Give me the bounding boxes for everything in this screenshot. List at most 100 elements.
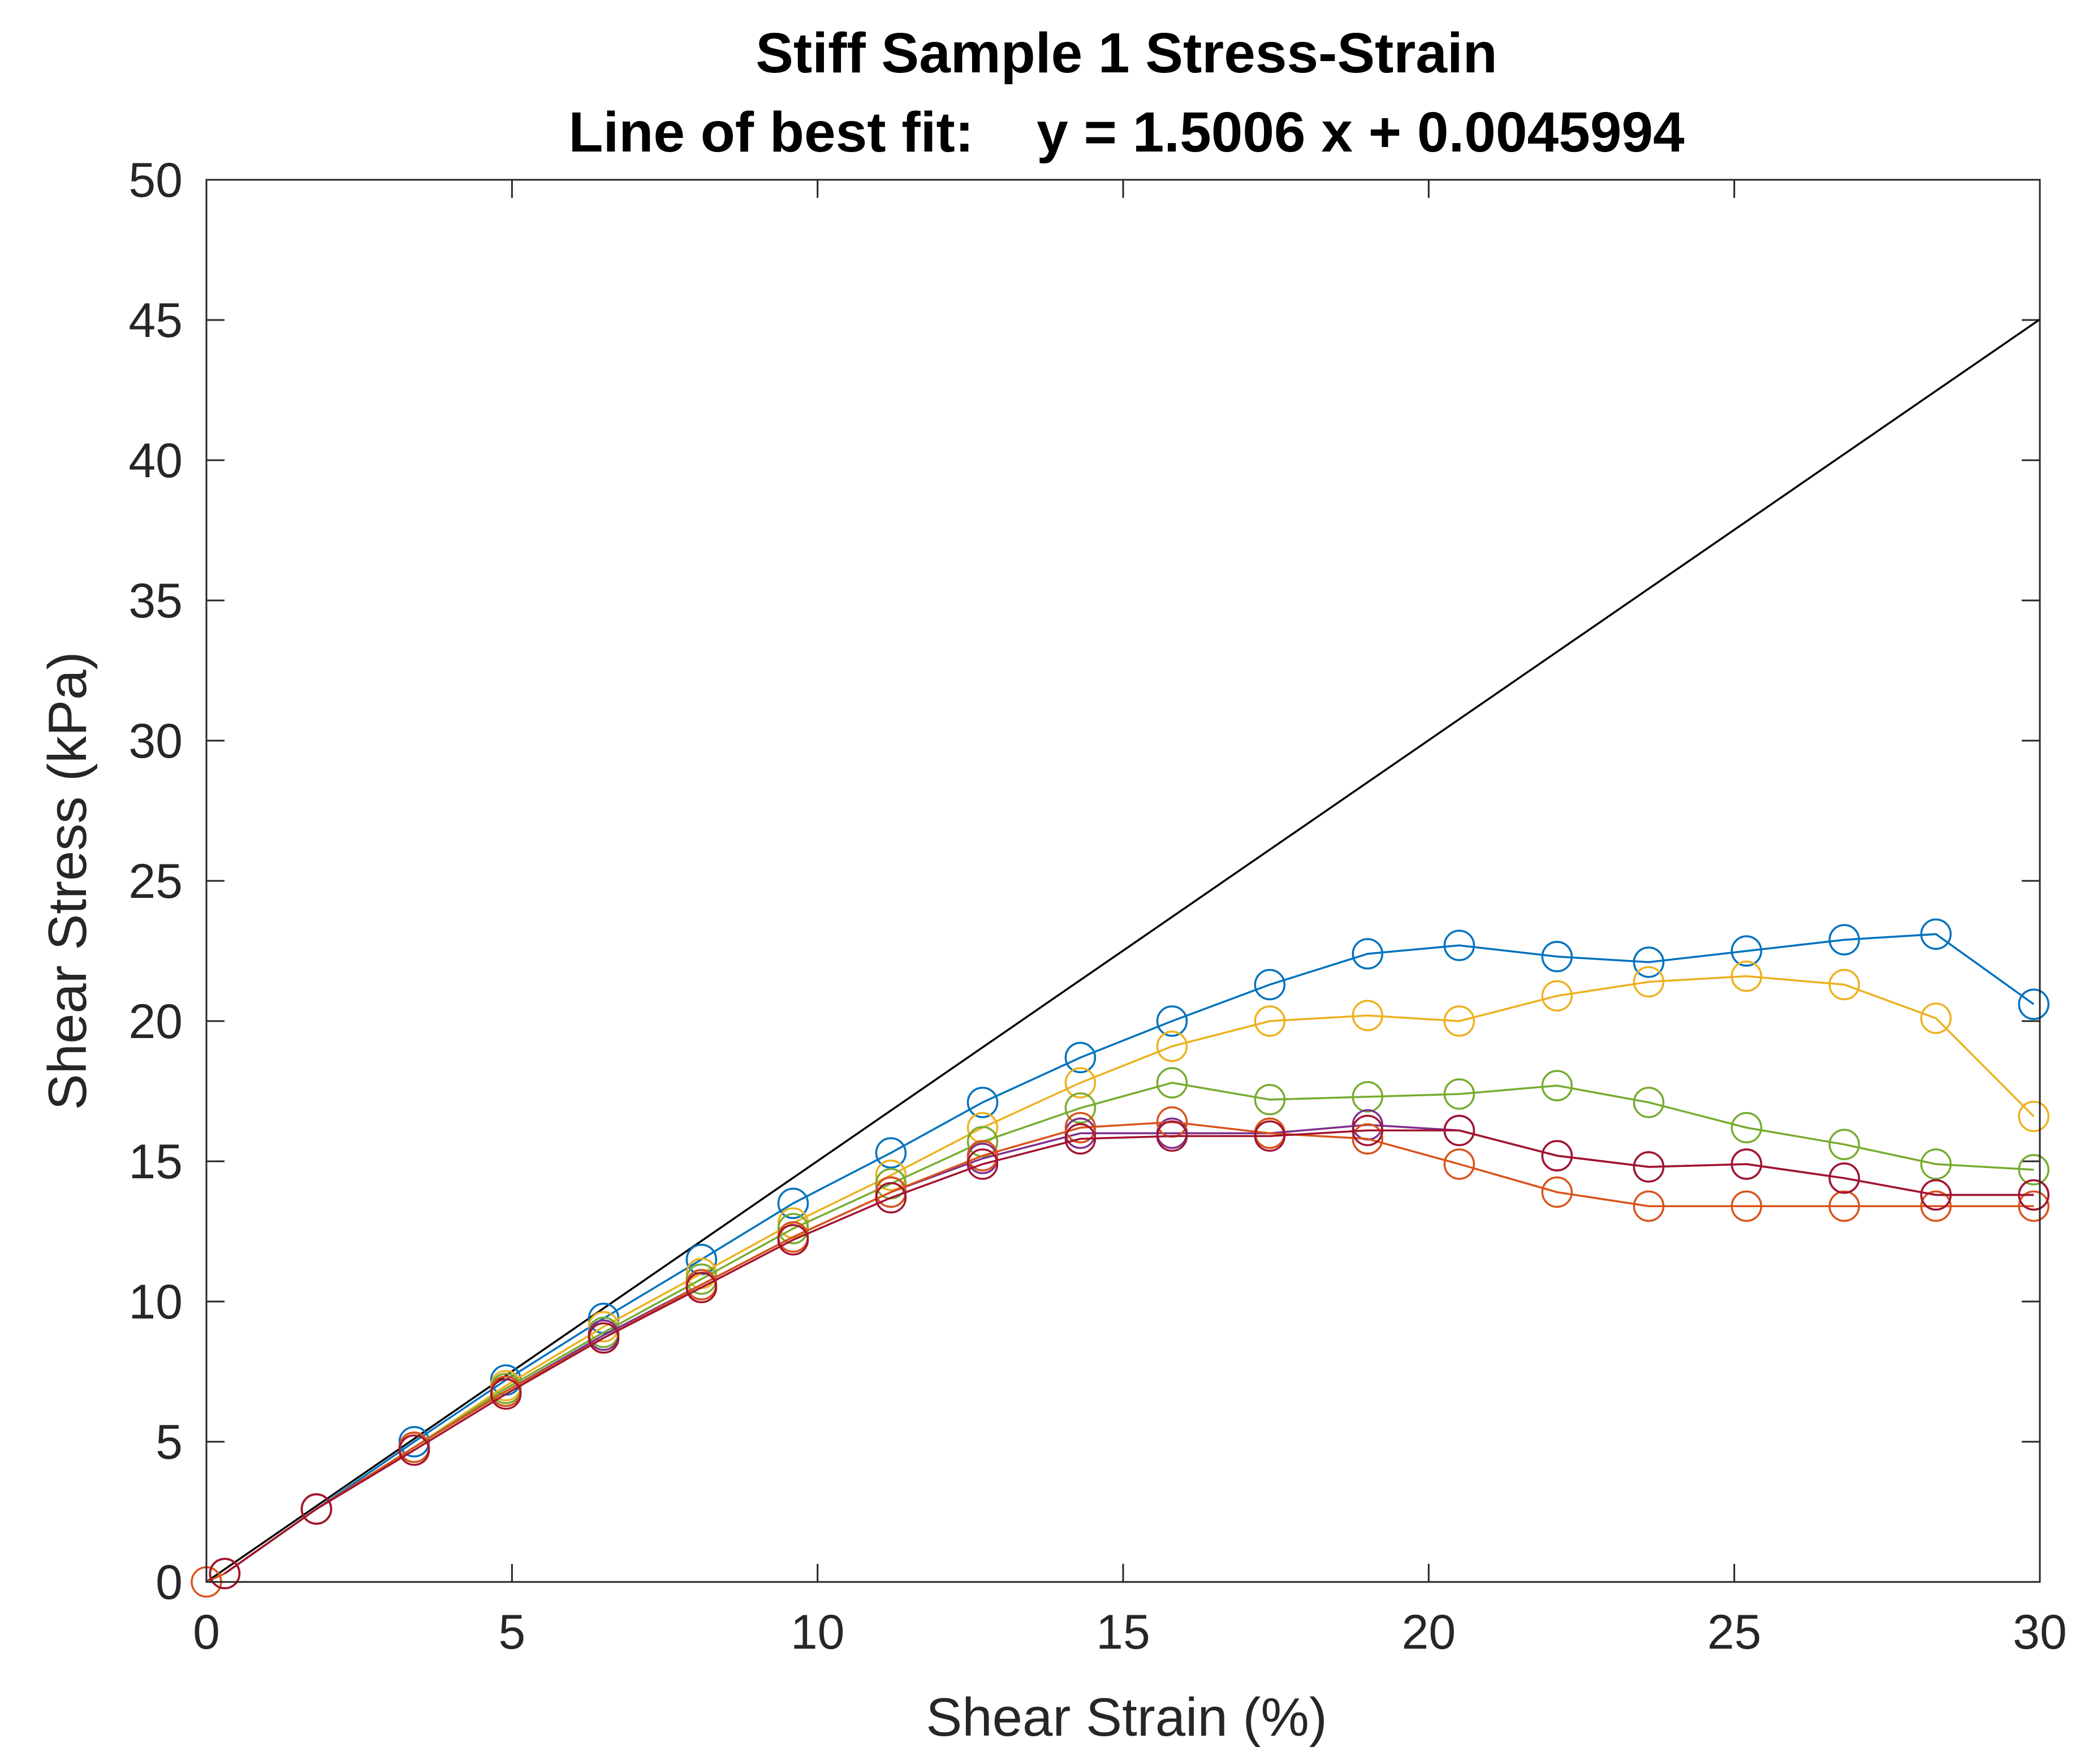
- series-line: [224, 933, 2035, 1575]
- data-point: [875, 1137, 907, 1169]
- data-point: [1828, 1190, 1860, 1222]
- x-tick-label: 10: [791, 1605, 845, 1659]
- data-point: [1352, 1081, 1384, 1113]
- data-point: [875, 1160, 907, 1191]
- data-point: [1633, 1190, 1665, 1222]
- data-point: [1352, 938, 1384, 970]
- series-6: [209, 1114, 2049, 1589]
- data-point: [2018, 988, 2049, 1020]
- data-point: [1156, 1005, 1188, 1037]
- x-tick-label: 30: [2013, 1605, 2067, 1659]
- data-point: [1064, 1112, 1097, 1144]
- data-point: [1828, 1162, 1860, 1194]
- y-tick-label: 30: [128, 714, 183, 768]
- chart-subtitle: Line of best fit: y = 1.5006 x + 0.00459…: [568, 101, 1685, 164]
- data-point: [1443, 1114, 1475, 1147]
- y-tick-label: 45: [128, 293, 183, 348]
- tick-labels: 0 5 10 15 20 25 30 0 5 10 15 20 25 30 35 40 45 50: [128, 153, 2067, 1659]
- series-line: [206, 1121, 2034, 1583]
- series-line: [224, 1129, 2034, 1575]
- data-point: [1731, 1112, 1763, 1144]
- x-tick-label: 5: [498, 1605, 525, 1659]
- data-point: [1352, 1114, 1384, 1147]
- x-tick-label: 0: [193, 1605, 220, 1659]
- data-point: [875, 1182, 907, 1214]
- data-point: [209, 1558, 241, 1589]
- data-point: [966, 1148, 999, 1180]
- data-point: [1352, 1123, 1384, 1155]
- data-point: [1920, 918, 1952, 950]
- plot-frame: [205, 179, 2041, 1583]
- plot-area: [191, 179, 2049, 1598]
- data-point: [777, 1187, 809, 1220]
- y-axis-label: Shear Stress (kPa): [37, 652, 98, 1110]
- data-point: [1156, 1067, 1188, 1099]
- y-tick-label: 10: [128, 1275, 183, 1329]
- data-point: [1541, 1140, 1573, 1171]
- x-tick-label: 15: [1096, 1605, 1150, 1659]
- data-point: [1443, 1078, 1475, 1110]
- y-tick-label: 5: [156, 1415, 183, 1469]
- data-point: [1443, 1148, 1475, 1180]
- y-tick-label: 40: [128, 434, 183, 488]
- data-point: [1541, 1176, 1573, 1208]
- data-point: [1731, 1190, 1763, 1222]
- data-point: [300, 1493, 333, 1525]
- chart-title: Stiff Sample 1 Stress-Strain: [756, 21, 1498, 85]
- y-tick-label: 0: [156, 1555, 183, 1610]
- data-point: [1920, 1148, 1952, 1180]
- data-point: [1254, 1120, 1286, 1152]
- data-point: [1633, 1151, 1665, 1183]
- data-point: [1920, 1002, 1952, 1034]
- data-point: [2018, 1190, 2049, 1222]
- y-tick-label: 15: [128, 1135, 183, 1189]
- data-point: [1920, 1190, 1952, 1222]
- data-point: [2018, 1154, 2049, 1186]
- data-point: [966, 1140, 999, 1171]
- data-point: [1064, 1041, 1097, 1074]
- data-point: [1156, 1120, 1188, 1152]
- data-point: [966, 1087, 999, 1118]
- data-point: [1064, 1123, 1097, 1155]
- series-line: [224, 975, 2035, 1575]
- data-point: [398, 1434, 430, 1466]
- data-point: [1254, 1084, 1286, 1116]
- series-line: [224, 1082, 2034, 1575]
- data-point: [1254, 1005, 1286, 1037]
- data-point: [1443, 929, 1475, 961]
- data-point: [1828, 1129, 1860, 1160]
- data-point: [1254, 969, 1286, 1001]
- x-tick-label: 20: [1401, 1605, 1456, 1659]
- data-point: [777, 1213, 809, 1244]
- data-point: [2018, 1100, 2049, 1132]
- data-point: [1541, 980, 1573, 1012]
- y-tick-label: 25: [128, 854, 183, 909]
- data-point: [1443, 1005, 1475, 1037]
- data-point: [1633, 1087, 1665, 1118]
- data-point: [490, 1378, 522, 1410]
- data-point: [588, 1322, 620, 1354]
- data-point: [1156, 1030, 1188, 1062]
- data-point: [685, 1272, 718, 1303]
- data-point: [1731, 935, 1763, 967]
- data-point: [1064, 1092, 1097, 1124]
- data-point: [1920, 1179, 1952, 1211]
- data-point: [1541, 941, 1573, 972]
- data-point: [1731, 1148, 1763, 1180]
- y-tick-label: 20: [128, 995, 183, 1049]
- data-point: [1731, 960, 1763, 992]
- data-point: [1633, 946, 1665, 978]
- x-tick-label: 25: [1707, 1605, 1762, 1659]
- data-point: [1633, 966, 1665, 998]
- series-layer: [191, 918, 2049, 1598]
- data-point: [1541, 1070, 1573, 1101]
- data-point: [1828, 924, 1860, 956]
- data-point: [1828, 969, 1860, 1001]
- data-point: [777, 1224, 809, 1256]
- data-point: [1352, 1000, 1384, 1031]
- data-point: [1064, 1117, 1097, 1149]
- x-axis-label: Shear Strain (%): [926, 1687, 1327, 1748]
- y-tick-label: 35: [128, 574, 183, 628]
